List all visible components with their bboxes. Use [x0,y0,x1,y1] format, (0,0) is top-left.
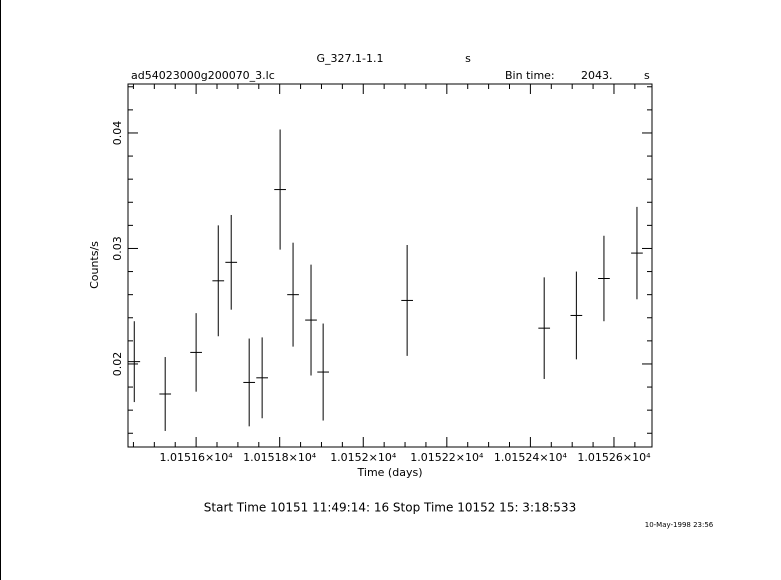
bin-unit: s [644,69,650,82]
x-tick-label: 1.01526×10⁴ [577,451,651,464]
x-tick-label: 1.01522×10⁴ [410,451,484,464]
x-tick-label: 1.01516×10⁴ [160,451,234,464]
x-tick-label: 1.0152×10⁴ [330,451,397,464]
bin-value: 2043. [581,69,613,82]
y-tick-label: 0.03 [111,236,124,261]
date-stamp: 10-May-1998 23:56 [645,521,714,529]
title-unit: s [465,52,471,65]
x-tick-label: 1.01518×10⁴ [243,451,317,464]
subtitle: ad54023000g200070_3.lc [131,69,275,82]
footer: Start Time 10151 11:49:14: 16 Stop Time … [204,501,576,515]
plot-frame [127,83,653,448]
x-tick-label: 1.01524×10⁴ [494,451,568,464]
bin-label: Bin time: [505,69,555,82]
x-axis-label: Time (days) [357,466,423,479]
y-tick-label: 0.02 [111,352,124,377]
chart-title: G_327.1-1.1 [317,52,384,65]
y-axis-label: Counts/s [88,241,101,289]
y-tick-label: 0.04 [111,121,124,146]
